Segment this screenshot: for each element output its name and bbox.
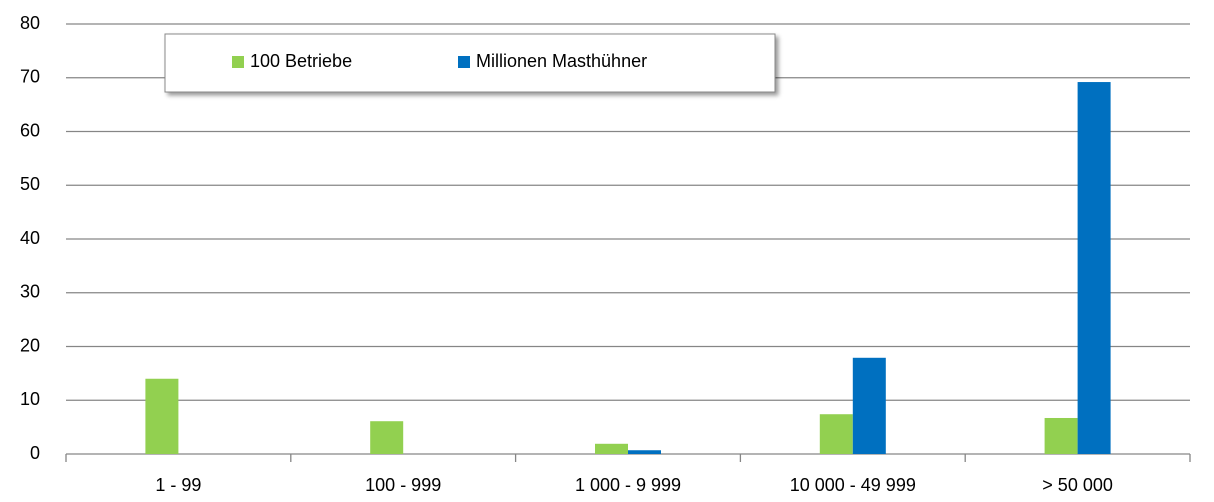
bar (628, 450, 661, 454)
y-tick-label: 0 (30, 443, 40, 463)
legend: 100 Betriebe Millionen Masthühner (164, 33, 776, 93)
legend-swatch (458, 56, 470, 68)
legend-swatch (232, 56, 244, 68)
bars (145, 82, 1111, 455)
y-tick-label: 50 (20, 174, 40, 194)
bar (595, 443, 628, 454)
bar (819, 414, 853, 454)
x-tick-label: 1 000 - 9 999 (575, 475, 681, 495)
bar (370, 421, 404, 454)
y-tick-label: 80 (20, 13, 40, 33)
bar (145, 378, 179, 454)
y-tick-label: 70 (20, 67, 40, 87)
legend-label: Millionen Masthühner (476, 51, 647, 71)
x-tick-label: 10 000 - 49 999 (790, 475, 916, 495)
legend-label: 100 Betriebe (250, 51, 352, 71)
bar (1044, 417, 1078, 454)
y-tick-label: 40 (20, 228, 40, 248)
x-tick-label: 100 - 999 (365, 475, 441, 495)
grid: 0 10 20 30 40 50 60 70 80 1 - 99 100 - 999 1 000 - … (20, 13, 1191, 495)
y-tick-label: 30 (20, 282, 40, 302)
bar (1077, 82, 1111, 455)
y-tick-label: 20 (20, 335, 40, 355)
x-tick-label: > 50 000 (1042, 475, 1113, 495)
y-tick-label: 10 (20, 389, 40, 409)
bar (852, 357, 886, 454)
y-tick-label: 60 (20, 120, 40, 140)
x-tick-label: 1 - 99 (155, 475, 201, 495)
